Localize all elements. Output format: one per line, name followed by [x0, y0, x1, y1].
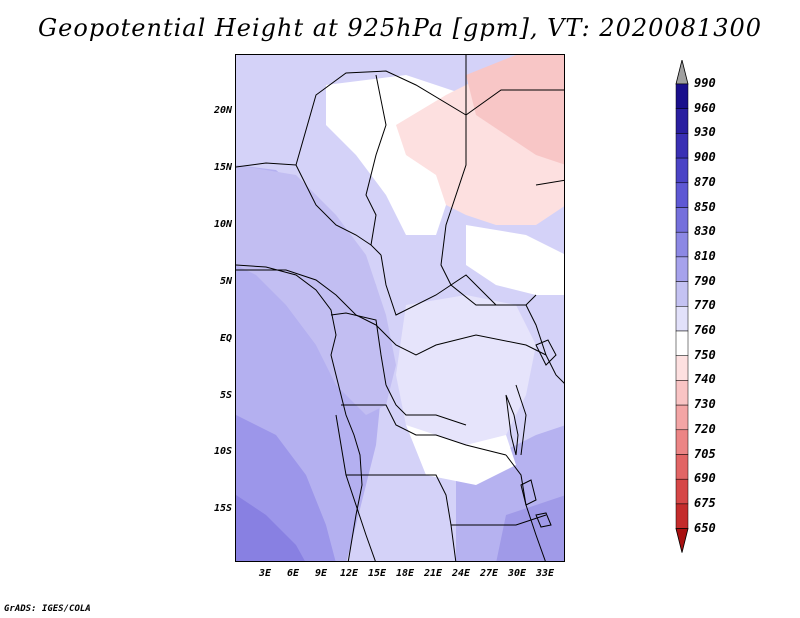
country-borders [236, 55, 564, 561]
chart-title: Geopotential Height at 925hPa [gpm], VT:… [38, 14, 762, 42]
lakes [505, 339, 557, 528]
colorbar-tick-label: 790 [694, 273, 716, 288]
lon-label: 24E [451, 568, 471, 579]
lon-label: 9E [314, 568, 328, 579]
colorbar-tick-label: 740 [694, 372, 716, 387]
colorbar-tick-label: 750 [694, 347, 716, 362]
lat-label: 15S [213, 503, 232, 514]
lon-label: 27E [479, 568, 499, 579]
colorbar-tick-label: 870 [694, 174, 716, 189]
colorbar-swatch [675, 157, 689, 184]
field-south-white [406, 425, 516, 485]
map-canvas [236, 55, 564, 561]
lon-label: 12E [339, 568, 359, 579]
lat-label: 10S [213, 446, 232, 457]
lon-label: 18E [395, 568, 415, 579]
colorbar-swatch [675, 503, 689, 529]
colorbar-swatch [675, 380, 689, 406]
lon-label: 33E [535, 568, 555, 579]
lat-label: 15N [213, 162, 232, 173]
lat-label: 20N [213, 105, 232, 116]
colorbar-swatch [675, 429, 689, 455]
colorbar-tick-label: 690 [694, 471, 716, 486]
colorbar-tick-label: 900 [694, 150, 716, 165]
colorbar-tick-label: 770 [694, 298, 716, 313]
colorbar-swatch [675, 231, 689, 258]
field-east-white [466, 225, 564, 295]
field-northeast-pink-strong [466, 55, 564, 165]
colorbar-tick-label: 810 [694, 248, 716, 263]
colorbar-tick-label: 830 [694, 224, 716, 239]
colorbar-tick-label: 650 [694, 520, 716, 535]
colorbar-swatch [675, 478, 689, 505]
lat-label: EQ [219, 333, 232, 344]
colorbar-tick-label: 960 [694, 100, 716, 115]
field-ocean-far-southwest [236, 495, 305, 561]
lon-label: 15E [367, 568, 387, 579]
lat-label: 10N [213, 219, 232, 230]
lon-label: 6E [286, 568, 300, 579]
colorbar-tick-label: 675 [694, 495, 716, 510]
lat-label: 5S [219, 390, 232, 401]
colorbar-swatch [675, 454, 689, 480]
lat-label: 5N [219, 276, 232, 287]
lon-label: 30E [507, 568, 527, 579]
colorbar-tick-label: 705 [694, 446, 716, 461]
colorbar-swatch [675, 133, 689, 159]
lon-label: 21E [423, 568, 443, 579]
colorbar-swatch [675, 330, 689, 356]
colorbar-tick-label: 930 [694, 125, 716, 140]
colorbar-tick-label: 850 [694, 199, 716, 214]
coastline [236, 264, 363, 561]
colorbar-swatch [675, 207, 689, 233]
field-far-southeast [496, 495, 564, 561]
colorbar-swatch [675, 83, 689, 109]
grads-credit: GrADS: IGES/COLA [4, 604, 91, 614]
map-frame [235, 54, 565, 562]
colorbar-tick-label: 990 [694, 76, 716, 90]
colorbar-tick-label: 730 [694, 397, 716, 412]
colorbar-swatch [675, 108, 689, 134]
colorbar-tick-label: 760 [694, 323, 716, 337]
colorbar-swatch [675, 306, 689, 332]
colorbar-swatch [675, 404, 689, 431]
colorbar-bottom-arrow [675, 528, 689, 553]
colorbar-swatch [675, 256, 689, 282]
colorbar-swatch [675, 355, 689, 381]
colorbar-top-arrow [675, 60, 689, 85]
colorbar [675, 60, 689, 553]
lon-label: 3E [258, 568, 272, 579]
colorbar-swatch [675, 182, 689, 208]
colorbar-swatch [675, 281, 689, 307]
colorbar-tick-label: 720 [694, 421, 716, 436]
